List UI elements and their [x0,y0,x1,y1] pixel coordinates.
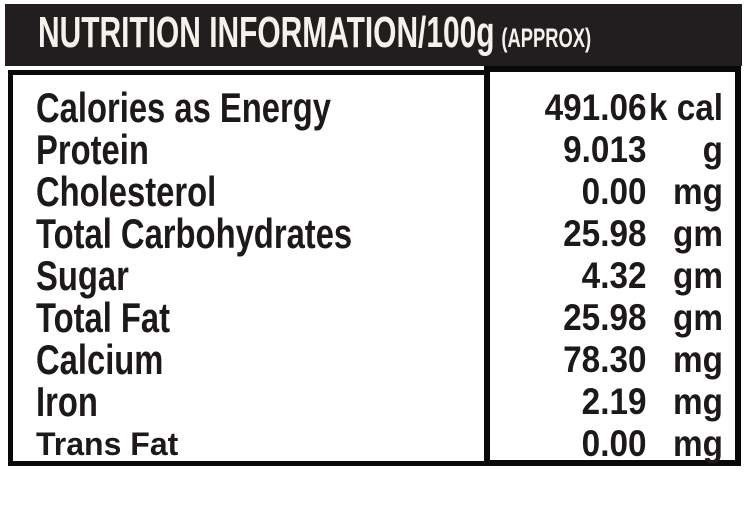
values-column: 491.06 k cal 9.013 g 0.00 mg 25.98 gm 4.32 gm 25.9… [490,87,723,465]
nutrient-value: 4.32 [581,255,647,296]
nutrient-unit: mg [673,423,723,464]
nutrient-label: Sugar [36,252,129,299]
nutrient-row: Sugar [36,255,441,297]
nutrient-row: Cholesterol [36,171,441,213]
nutrient-row: Total Fat [36,297,441,339]
nutrient-unit: mg [673,381,723,422]
nutrient-value: 0.00 [581,423,647,464]
nutrient-unit: gm [673,297,723,338]
nutrient-label: Cholesterol [36,168,217,215]
nutrient-label: Trans Fat [36,426,179,462]
nutrient-row: Calcium [36,339,441,381]
nutrient-value: 0.00 [581,171,647,212]
nutrient-value-row: 78.30 mg [513,339,723,381]
nutrient-unit: k cal [648,87,723,128]
nutrient-row: Trans Fat [36,423,441,465]
nutrient-value: 491.06 [544,87,647,128]
nutrient-value-row: 25.98 gm [513,297,723,339]
nutrient-value-row: 4.32 gm [513,255,723,297]
header-title: NUTRITION INFORMATION/100g [38,7,495,57]
nutrient-label: Total Carbohydrates [36,210,353,257]
nutrient-value: 78.30 [563,339,647,380]
nutrient-value: 9.013 [563,129,647,170]
nutrient-value-row: 25.98 gm [513,213,723,255]
header-bar: NUTRITION INFORMATION/100g (APPROX) [5,4,742,66]
nutrient-label: Calcium [36,336,164,383]
nutrient-value-row: 2.19 mg [513,381,723,423]
nutrient-value: 25.98 [563,213,647,254]
nutrient-unit: gm [673,255,723,296]
nutrient-unit: mg [673,339,723,380]
nutrient-value-row: 0.00 mg [513,171,723,213]
nutrient-value: 2.19 [581,381,647,422]
nutrient-value-row: 9.013 g [513,129,723,171]
labels-column: Calories as Energy Protein Cholesterol Tota… [36,87,441,465]
header-title-wrap: NUTRITION INFORMATION/100g (APPROX) [38,2,591,69]
nutrient-unit: mg [673,171,723,212]
nutrient-row: Total Carbohydrates [36,213,441,255]
nutrient-unit: gm [673,213,723,254]
nutrient-label: Protein [36,126,149,173]
nutrient-label: Calories as Energy [36,84,331,131]
nutrient-value: 25.98 [563,297,647,338]
values-box: 491.06 k cal 9.013 g 0.00 mg 25.98 gm 4.32 gm 25.9… [484,66,741,466]
nutrient-row: Protein [36,129,441,171]
nutrient-value-row: 491.06 k cal [513,87,723,129]
nutrient-row: Iron [36,381,441,423]
nutrient-value-row: 0.00 mg [513,423,723,465]
header-approx-label: (APPROX) [501,22,592,53]
nutrient-label: Total Fat [36,294,171,341]
nutrient-label: Iron [36,378,98,425]
nutrient-row: Calories as Energy [36,87,441,129]
nutrient-unit: g [702,129,723,170]
